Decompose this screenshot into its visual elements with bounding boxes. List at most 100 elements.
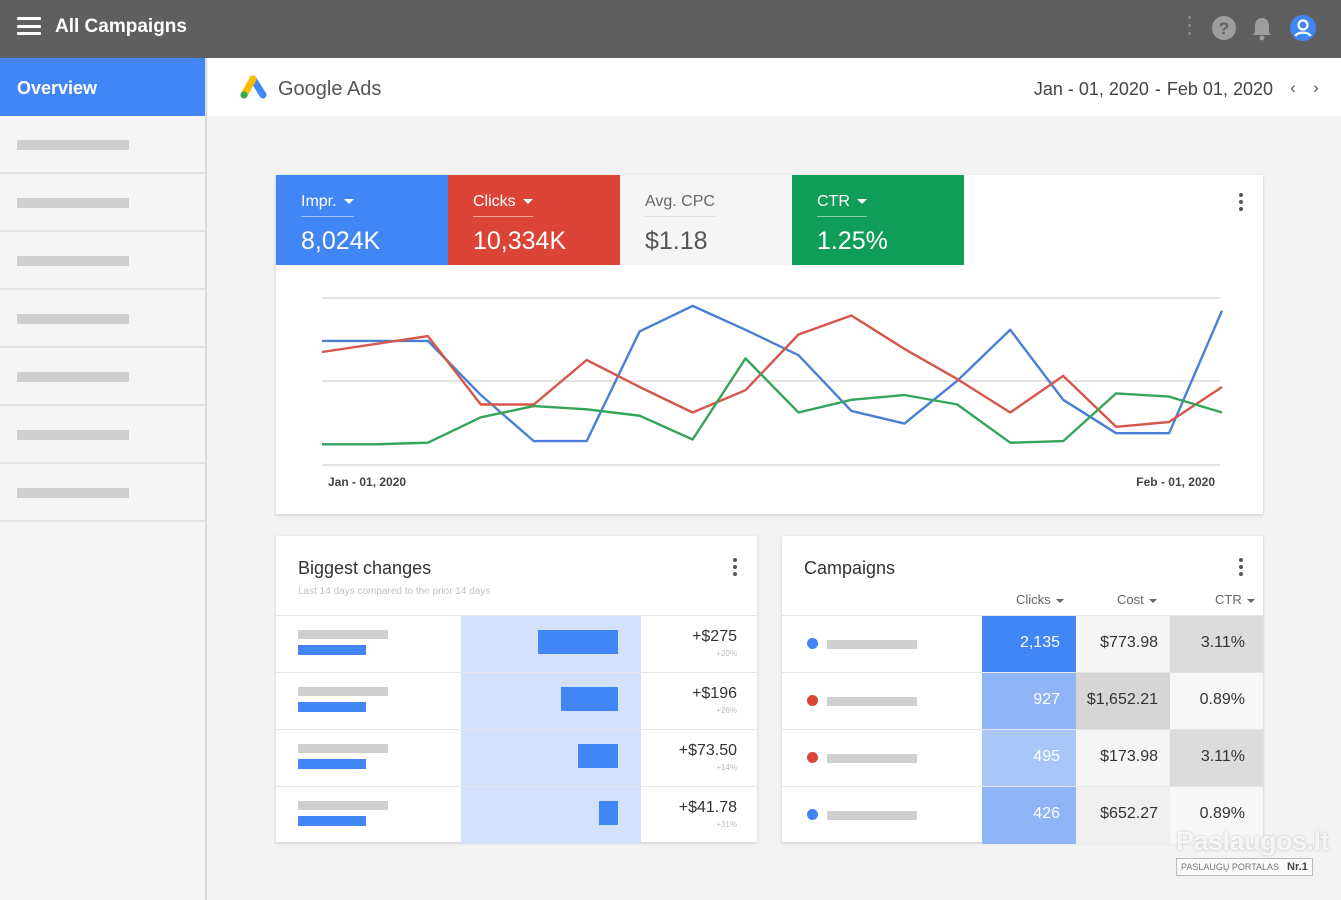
sidebar-item-placeholder[interactable] (0, 348, 205, 406)
sidebar-item-overview[interactable]: Overview (0, 58, 205, 116)
text-placeholder (17, 488, 129, 498)
sort-caret-icon (1246, 598, 1255, 603)
status-dot (807, 752, 818, 763)
cell-ctr: 3.11% (1170, 730, 1263, 787)
date-range-picker[interactable]: Jan - 01, 2020- Feb 01, 2020 (1034, 79, 1273, 100)
table-row[interactable]: 927 $1,652.21 0.89% (782, 672, 1263, 730)
text-placeholder (298, 645, 366, 655)
sidebar-item-placeholder[interactable] (0, 290, 205, 348)
change-percent: +26% (716, 706, 737, 715)
list-item[interactable]: +$196 +26% (276, 672, 757, 730)
more-vert-icon[interactable] (1236, 193, 1246, 213)
dropdown-caret-icon (343, 199, 354, 205)
more-vert-icon[interactable] (1236, 558, 1246, 578)
cell-cost: $652.27 (1076, 787, 1170, 844)
sort-caret-icon (1148, 598, 1157, 603)
series-line (321, 314, 1223, 429)
google-ads-logo-icon (240, 75, 267, 99)
list-item[interactable]: +$275 +20% (276, 615, 757, 673)
performance-card: Impr. 8,024K Clicks 10,334K Avg. CPC $1.… (276, 175, 1263, 514)
x-axis-start-label: Jan - 01, 2020 (328, 475, 407, 489)
text-placeholder (17, 430, 129, 440)
main-header: Google Ads Jan - 01, 2020- Feb 01, 2020 ‹… (208, 58, 1341, 116)
metric-value: $1.18 (645, 227, 708, 255)
cell-ctr: 0.89% (1170, 673, 1263, 730)
card-title: Campaigns (804, 558, 896, 578)
more-vert-icon[interactable] (730, 558, 740, 578)
metric-tile-clicks[interactable]: Clicks 10,334K (448, 175, 620, 265)
text-placeholder (827, 640, 917, 649)
series-line (322, 357, 1223, 446)
change-bar-track (461, 673, 641, 730)
metric-tile-ctr[interactable]: CTR 1.25% (792, 175, 964, 265)
metric-tile-impressions[interactable]: Impr. 8,024K (276, 175, 448, 265)
metric-label: Impr. (301, 193, 354, 217)
cell-cost: $773.98 (1076, 616, 1170, 673)
change-bar (578, 744, 618, 768)
more-vert-icon[interactable] (1184, 16, 1194, 42)
change-percent: +14% (716, 763, 737, 772)
column-header-ctr[interactable]: CTR (1215, 592, 1255, 607)
account-avatar-icon[interactable] (1289, 14, 1317, 42)
sidebar-item-placeholder[interactable] (0, 464, 205, 522)
watermark-text: Paslaugos.lt (1176, 826, 1330, 856)
metric-value: 8,024K (301, 227, 381, 255)
dropdown-caret-icon (856, 199, 867, 205)
change-bar-track (461, 616, 641, 673)
metric-value: 10,334K (473, 227, 567, 255)
text-placeholder (298, 687, 388, 696)
card-title: Biggest changes (298, 558, 432, 578)
change-value: +$73.50 (678, 742, 737, 759)
text-placeholder (298, 816, 366, 826)
watermark: Paslaugos.lt PASLAUGŲ PORTALAS Nr.1 (1176, 826, 1330, 876)
list-item[interactable]: +$73.50 +14% (276, 729, 757, 787)
change-value: +$41.78 (678, 799, 737, 816)
cell-clicks: 426 (982, 787, 1076, 844)
sort-caret-icon (1055, 598, 1064, 603)
change-value: +$275 (692, 628, 737, 645)
text-placeholder (17, 372, 129, 382)
column-header-cost[interactable]: Cost (1117, 592, 1157, 607)
change-bar-track (461, 730, 641, 787)
text-placeholder (827, 697, 917, 706)
table-row[interactable]: 2,135 $773.98 3.11% (782, 615, 1263, 673)
sidebar: Overview (0, 58, 207, 900)
column-header-clicks[interactable]: Clicks (1016, 592, 1064, 607)
google-ads-logo-text: Google Ads (278, 78, 382, 100)
dropdown-caret-icon (522, 199, 533, 205)
chevron-left-icon[interactable]: ‹ (1290, 78, 1296, 97)
cell-cost: $1,652.21 (1076, 673, 1170, 730)
list-item[interactable]: +$41.78 +31% (276, 786, 757, 844)
sidebar-item-placeholder[interactable] (0, 232, 205, 290)
cell-clicks: 2,135 (982, 616, 1076, 673)
date-separator: - (1154, 79, 1161, 99)
change-bar (599, 801, 618, 825)
cell-cost: $173.98 (1076, 730, 1170, 787)
sidebar-item-placeholder[interactable] (0, 406, 205, 464)
page-title: All Campaigns (55, 16, 187, 37)
sidebar-item-placeholder[interactable] (0, 174, 205, 232)
svg-text:?: ? (1219, 19, 1229, 38)
chevron-right-icon[interactable]: › (1313, 78, 1319, 97)
metric-value: 1.25% (817, 227, 888, 255)
table-row[interactable]: 495 $173.98 3.11% (782, 729, 1263, 787)
help-icon[interactable]: ? (1210, 14, 1238, 42)
sidebar-item-placeholder[interactable] (0, 116, 205, 174)
date-end: Feb 01, 2020 (1166, 79, 1273, 99)
change-bar-track (461, 787, 641, 844)
cell-ctr: 0.89% (1170, 787, 1263, 844)
change-value: +$196 (692, 685, 737, 702)
status-dot (807, 809, 818, 820)
change-bar (538, 630, 618, 654)
text-placeholder (827, 811, 917, 820)
cell-ctr: 3.11% (1170, 616, 1263, 673)
text-placeholder (17, 140, 129, 150)
status-dot (807, 695, 818, 706)
metric-tile-avg-cpc[interactable]: Avg. CPC $1.18 (620, 175, 792, 265)
campaigns-card: Campaigns Clicks Cost CTR 2,135 $773.98 … (782, 536, 1263, 844)
menu-icon[interactable] (17, 17, 41, 35)
text-placeholder (827, 754, 917, 763)
table-row[interactable]: 426 $652.27 0.89% (782, 786, 1263, 844)
notifications-bell-icon[interactable] (1248, 14, 1276, 42)
metric-label: Avg. CPC (645, 193, 715, 217)
